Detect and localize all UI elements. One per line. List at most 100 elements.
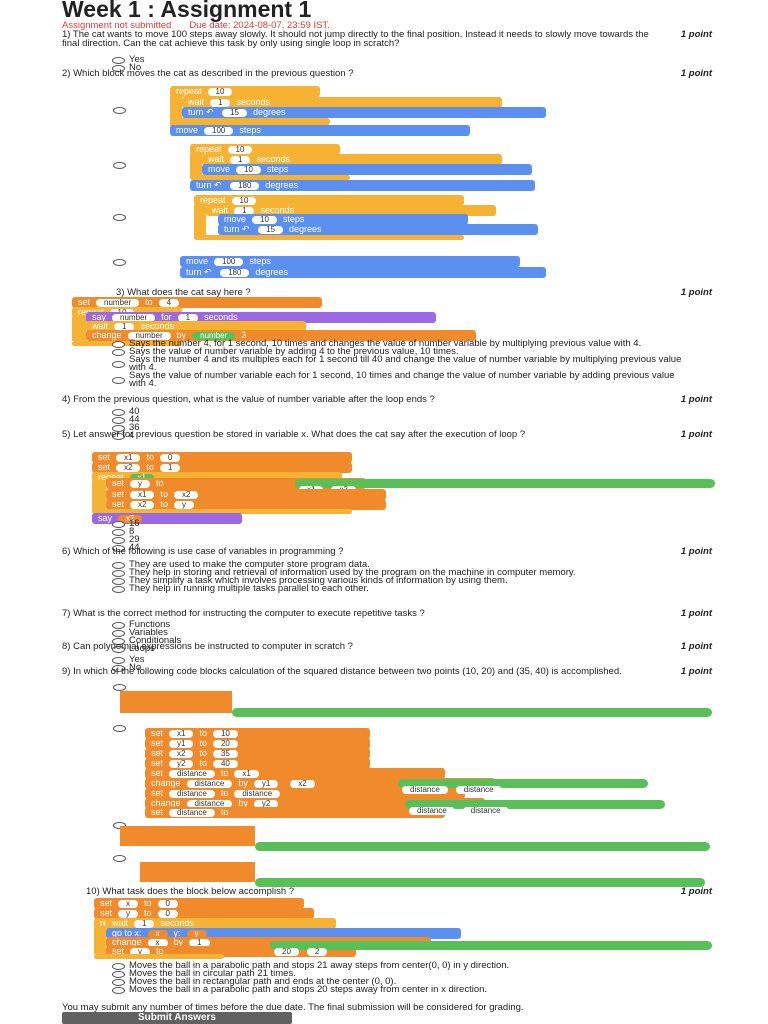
loop-end xyxy=(72,341,182,346)
say-block: say x2 xyxy=(92,513,242,524)
radio-button[interactable] xyxy=(112,569,125,577)
loop-body xyxy=(190,154,202,178)
radio-button[interactable] xyxy=(112,56,125,64)
turn-block: turn ↶ 180 degrees xyxy=(180,267,546,278)
radio-button[interactable] xyxy=(112,978,125,986)
wait-block: wait 1 seconds xyxy=(182,97,502,108)
move-block: move 10 steps xyxy=(218,214,468,225)
option[interactable]: Variables xyxy=(112,628,181,637)
q2-option-b-radio[interactable] xyxy=(113,162,126,169)
radio-button[interactable] xyxy=(112,348,125,356)
change-distance-block: change distance by y2 xyxy=(145,798,485,809)
set-y-block: set y to xyxy=(106,946,356,957)
set-distance-block: set distance to x1 xyxy=(145,768,445,779)
question-text: 5) Let answer for previous question be s… xyxy=(62,429,526,440)
radio-button[interactable] xyxy=(112,585,125,593)
q2-option-d-radio[interactable] xyxy=(113,259,126,266)
q2-option-c-radio[interactable] xyxy=(113,214,126,221)
wait-block: wait 1 seconds xyxy=(86,321,306,332)
radio-button[interactable] xyxy=(112,416,125,424)
move-block: move 100 steps xyxy=(180,256,520,267)
option[interactable]: 16 xyxy=(112,519,140,528)
radio-button[interactable] xyxy=(112,544,125,552)
option[interactable]: 44 xyxy=(112,415,140,424)
radio-button[interactable] xyxy=(112,621,125,629)
radio-button[interactable] xyxy=(112,424,125,432)
radio-button[interactable] xyxy=(112,637,125,645)
option[interactable]: They simplify a task which involves proc… xyxy=(112,576,712,585)
question-text: 9) In which of the following code blocks… xyxy=(62,666,622,677)
radio-button[interactable] xyxy=(112,656,125,664)
option[interactable]: Says the value of number variable by add… xyxy=(112,347,692,356)
question-text: 3) What does the cat say here ? xyxy=(116,287,251,298)
submit-answers-button[interactable]: Submit Answers xyxy=(62,1012,292,1024)
radio-button[interactable] xyxy=(112,629,125,637)
radio-button[interactable] xyxy=(112,376,125,384)
radio-button[interactable] xyxy=(112,962,125,970)
option[interactable]: 44 xyxy=(112,543,140,552)
option[interactable]: Says the value of number variable each f… xyxy=(112,371,692,388)
option-no[interactable]: No xyxy=(112,63,145,72)
option[interactable]: They help in storing and retrieval of in… xyxy=(112,568,712,577)
q9-option-d-radio[interactable] xyxy=(113,855,126,862)
q1-options: Yes No xyxy=(112,55,145,72)
radio-button[interactable] xyxy=(112,64,125,72)
option[interactable]: 40 xyxy=(112,407,140,416)
question-text: 10) What task does the block below accom… xyxy=(86,886,295,897)
add-operator: x1x2 xyxy=(295,479,715,494)
question-3: 1 point 3) What does the cat say here ? xyxy=(62,287,712,298)
turn-block: turn ↶ 180 degrees xyxy=(190,180,535,191)
set-x2-block: set x2 to 35 xyxy=(145,748,370,759)
option-no[interactable]: No xyxy=(112,663,145,672)
due-date: Due date: 2024-08-07, 23:59 IST. xyxy=(189,20,330,31)
option[interactable]: Moves the ball in a parabolic path and s… xyxy=(112,985,712,994)
radio-button[interactable] xyxy=(112,340,125,348)
q8-options: Yes No xyxy=(112,655,145,672)
option[interactable]: Says the number 4 and its multiples each… xyxy=(112,355,692,372)
option[interactable]: Conditionals xyxy=(112,636,181,645)
loop-end xyxy=(92,509,352,514)
radio-button[interactable] xyxy=(112,577,125,585)
q2-option-a-radio[interactable] xyxy=(113,107,126,114)
option[interactable]: Moves the ball in circular path 21 times… xyxy=(112,969,712,978)
option[interactable]: 4 xyxy=(112,431,140,440)
loop-body xyxy=(194,205,206,239)
option[interactable]: 8 xyxy=(112,527,140,536)
option[interactable]: Moves the ball in a parabolic path and s… xyxy=(112,961,712,970)
option-yes[interactable]: Yes xyxy=(112,55,145,64)
option[interactable]: They are used to make the computer store… xyxy=(112,560,712,569)
q9-option-c-radio[interactable] xyxy=(113,822,126,829)
radio-button[interactable] xyxy=(112,986,125,994)
option[interactable]: 36 xyxy=(112,423,140,432)
option[interactable]: They help in running multiple tasks para… xyxy=(112,584,712,593)
radio-button[interactable] xyxy=(112,432,125,440)
q7-options: Functions Variables Conditionals Loops xyxy=(112,620,181,653)
radio-button[interactable] xyxy=(112,645,125,653)
change-distance-block: change distance by y1 x2 xyxy=(145,778,495,789)
q9-option-a-radio[interactable] xyxy=(113,684,126,691)
set-blocks-stack xyxy=(120,691,232,713)
option-yes[interactable]: Yes xyxy=(112,655,145,664)
question-text: 4) From the previous question, what is t… xyxy=(62,394,435,405)
radio-button[interactable] xyxy=(112,970,125,978)
question-points: 1 point xyxy=(680,429,712,440)
radio-button[interactable] xyxy=(112,561,125,569)
option[interactable]: Loops xyxy=(112,644,181,653)
radio-button[interactable] xyxy=(112,528,125,536)
loop-body xyxy=(94,928,106,954)
radio-button[interactable] xyxy=(112,536,125,544)
radio-button[interactable] xyxy=(112,360,125,368)
set-x-block: set x to 0 xyxy=(94,898,304,909)
radio-button[interactable] xyxy=(112,664,125,672)
set-x2-block: set x2 to 1 xyxy=(92,462,352,473)
option[interactable]: 29 xyxy=(112,535,140,544)
option[interactable]: Moves the ball in rectangular path and e… xyxy=(112,977,712,986)
change-number-block: change number by number 3 xyxy=(86,330,476,341)
option[interactable]: Functions xyxy=(112,620,181,629)
move-block: move 100 steps xyxy=(170,125,470,136)
q9-option-b-radio[interactable] xyxy=(113,725,126,732)
option[interactable]: Says the number 4, for 1 second, 10 time… xyxy=(112,339,692,348)
radio-button[interactable] xyxy=(112,520,125,528)
radio-button[interactable] xyxy=(112,408,125,416)
